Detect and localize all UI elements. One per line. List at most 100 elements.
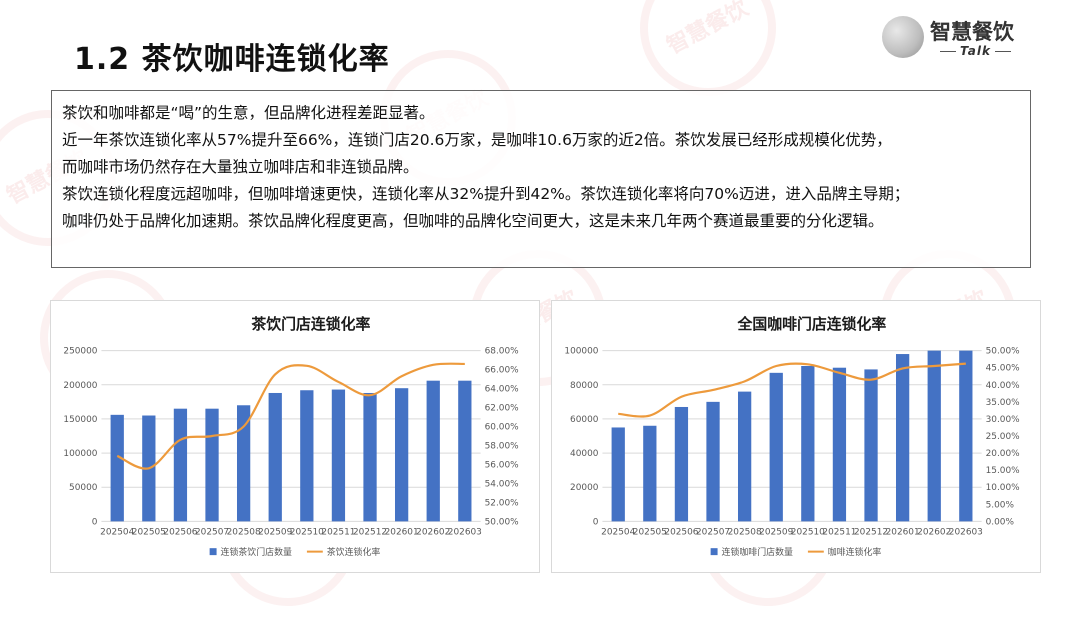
chart-title: 茶饮门店连锁化率 — [251, 315, 370, 333]
bar — [737, 391, 752, 522]
y-right-tick-label: 66.00% — [485, 366, 519, 376]
x-tick-label: 202510 — [290, 527, 324, 537]
x-tick-label: 202507 — [696, 527, 730, 537]
x-tick-label: 202508 — [728, 527, 762, 537]
x-tick-label: 202507 — [195, 527, 229, 537]
y-left-tick-label: 100000 — [564, 347, 598, 357]
tea-chain-rate-chart: 茶饮门店连锁化率 0 50000 100000 150000 200000 250000 50… — [63, 315, 519, 558]
y-right-tick-label: 20.00% — [986, 449, 1020, 459]
bar — [643, 425, 657, 522]
summary-paragraph: 咖啡仍处于品牌化加速期。茶饮品牌化程度更高，但咖啡的品牌化空间更大，这是未来几年… — [62, 212, 884, 230]
summary-paragraph: 茶饮和咖啡都是“喝”的生意，但品牌化进程差距显著。 — [62, 104, 435, 122]
y-left-tick-label: 40000 — [570, 449, 599, 459]
y-left-tick-label: 80000 — [570, 381, 599, 391]
x-tick-label: 202510 — [791, 527, 825, 537]
coffee-chain-rate-chart: 全国咖啡门店连锁化率 0 20000 40000 60000 80000 100000 0.0… — [564, 315, 1020, 558]
y-left-tick-label: 250000 — [63, 347, 97, 357]
bar — [832, 367, 847, 522]
x-tick-label: 202506 — [163, 527, 197, 537]
y-right-tick-label: 45.00% — [986, 364, 1020, 374]
bar — [300, 390, 314, 522]
x-tick-label: 202603 — [949, 527, 983, 537]
y-right-tick-label: 58.00% — [485, 441, 519, 451]
legend-swatch-bar — [209, 548, 217, 556]
bar — [331, 389, 346, 522]
chart-title: 全国咖啡门店连锁化率 — [737, 315, 887, 333]
bar — [706, 401, 720, 522]
page-title: 1.2 茶饮咖啡连锁化率 — [74, 42, 390, 77]
x-tick-label: 202505 — [633, 527, 667, 537]
y-right-tick-label: 50.00% — [986, 347, 1020, 357]
y-right-tick-label: 10.00% — [986, 483, 1020, 493]
x-tick-label: 202509 — [258, 527, 292, 537]
y-left-tick-label: 0 — [593, 517, 599, 527]
series-line — [618, 362, 966, 418]
y-right-tick-label: 64.00% — [485, 385, 519, 395]
y-right-tick-label: 62.00% — [485, 404, 519, 414]
brand-logo: 智慧餐饮 Talk — [882, 14, 1032, 64]
bar — [674, 406, 689, 522]
y-left-tick-label: 20000 — [570, 483, 599, 493]
summary-paragraph: 茶饮连锁化程度远超咖啡，但咖啡增速更快，连锁化率从32%提升到42%。茶饮连锁化… — [62, 185, 910, 203]
y-left-tick-label: 0 — [92, 517, 98, 527]
y-left-tick-label: 50000 — [69, 483, 98, 493]
bar — [110, 414, 124, 522]
bar — [611, 427, 625, 522]
bar — [769, 372, 783, 522]
tea-chart-panel: 茶饮门店连锁化率 0 50000 100000 150000 200000 250000 50… — [50, 300, 540, 573]
summary-textbox: 茶饮和咖啡都是“喝”的生意，但品牌化进程差距显著。 近一年茶饮连锁化率从57%提… — [51, 90, 1031, 268]
y-right-tick-label: 50.00% — [485, 517, 519, 527]
y-right-tick-label: 56.00% — [485, 460, 519, 470]
legend-label: 咖啡连锁化率 — [828, 546, 882, 558]
y-right-tick-label: 30.00% — [986, 415, 1020, 425]
bar — [236, 405, 251, 522]
x-tick-label: 202602 — [416, 527, 450, 537]
y-left-tick-label: 200000 — [63, 381, 97, 391]
x-tick-label: 202601 — [385, 527, 419, 537]
x-tick-label: 202512 — [854, 527, 888, 537]
bar — [864, 369, 878, 522]
bar — [959, 350, 973, 522]
legend-label: 连锁茶饮门店数量 — [221, 546, 292, 558]
legend-label: 茶饮连锁化率 — [327, 546, 381, 558]
bar — [927, 350, 941, 522]
bar — [173, 408, 188, 522]
y-right-tick-label: 60.00% — [485, 422, 519, 432]
y-right-tick-label: 15.00% — [986, 466, 1020, 476]
x-tick-label: 202511 — [822, 527, 856, 537]
legend-swatch-bar — [710, 548, 718, 556]
x-tick-label: 202504 — [601, 527, 635, 537]
x-tick-label: 202504 — [100, 527, 134, 537]
y-right-tick-label: 25.00% — [986, 432, 1020, 442]
bar — [268, 392, 282, 522]
y-right-tick-label: 40.00% — [986, 381, 1020, 391]
y-right-tick-label: 54.00% — [485, 479, 519, 489]
y-right-tick-label: 35.00% — [986, 398, 1020, 408]
y-left-tick-label: 100000 — [63, 449, 97, 459]
x-tick-label: 202512 — [353, 527, 387, 537]
x-tick-label: 202505 — [132, 527, 166, 537]
y-right-tick-label: 68.00% — [485, 347, 519, 357]
x-tick-label: 202511 — [321, 527, 355, 537]
x-tick-label: 202509 — [759, 527, 793, 537]
x-tick-label: 202601 — [886, 527, 920, 537]
bar — [426, 380, 440, 522]
coffee-chart-panel: 全国咖啡门店连锁化率 0 20000 40000 60000 80000 100000 0.0… — [551, 300, 1041, 573]
summary-paragraph: 而咖啡市场仍然存在大量独立咖啡店和非连锁品牌。 — [62, 158, 419, 176]
x-tick-label: 202603 — [448, 527, 482, 537]
x-tick-label: 202506 — [664, 527, 698, 537]
x-tick-label: 202602 — [917, 527, 951, 537]
y-left-tick-label: 60000 — [570, 415, 599, 425]
logo-name-cn: 智慧餐饮 — [930, 20, 1014, 44]
logo-emblem-icon — [882, 16, 924, 58]
bar — [394, 388, 409, 522]
logo-name-en: Talk — [936, 44, 1015, 58]
summary-paragraph: 近一年茶饮连锁化率从57%提升至66%，连锁门店20.6万家，是咖啡10.6万家… — [62, 131, 892, 149]
legend-label: 连锁咖啡门店数量 — [722, 546, 793, 558]
bar — [895, 354, 910, 522]
bar — [363, 392, 377, 522]
bar — [801, 366, 815, 522]
bar — [205, 408, 219, 522]
y-right-tick-label: 0.00% — [986, 517, 1014, 527]
x-tick-label: 202508 — [227, 527, 261, 537]
